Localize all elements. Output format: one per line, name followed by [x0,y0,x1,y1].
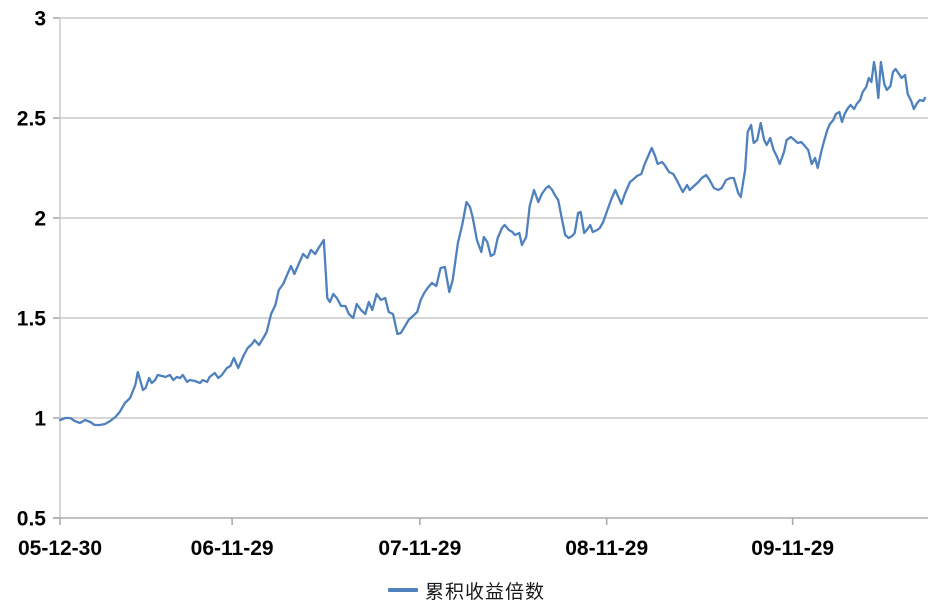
x-tick-label: 08-11-29 [565,537,648,560]
y-tick-label: 2.5 [17,108,47,131]
y-tick-label: 1.5 [17,308,47,331]
x-tick-label: 07-11-29 [378,537,461,560]
legend-line-marker [387,588,418,592]
x-tick-label: 06-11-29 [191,537,274,560]
y-tick-label: 2 [34,208,46,231]
legend: 累积收益倍数 [0,577,933,603]
x-tick-label: 09-11-29 [751,537,834,560]
x-tick-label: 05-12-30 [18,537,102,560]
legend-label: 累积收益倍数 [424,580,545,603]
series-line [58,60,927,427]
y-tick-label: 3 [34,8,46,31]
y-tick-label: 1 [34,408,46,431]
y-tick-label: 0.5 [17,508,47,531]
